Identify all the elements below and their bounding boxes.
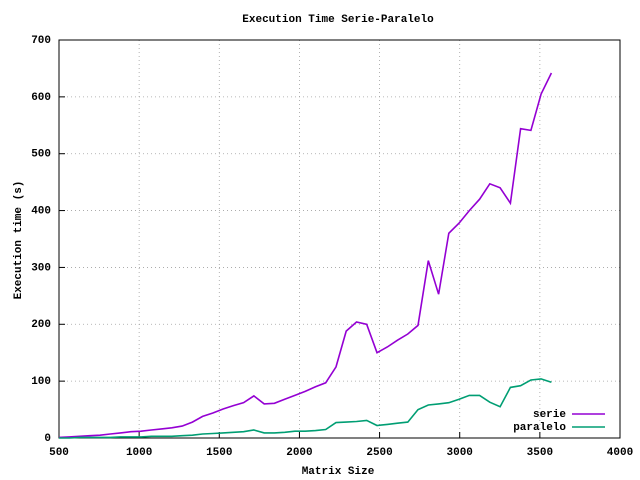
y-tick-label: 0 bbox=[44, 433, 51, 445]
y-tick-label: 500 bbox=[31, 149, 51, 161]
y-tick-label: 400 bbox=[31, 205, 51, 217]
y-tick-label: 600 bbox=[31, 92, 51, 104]
legend-label: serie bbox=[533, 409, 566, 421]
y-tick-label: 100 bbox=[31, 376, 51, 388]
y-tick-label: 700 bbox=[31, 35, 51, 47]
x-tick-label: 1000 bbox=[126, 447, 152, 459]
plot-frame bbox=[58, 39, 621, 439]
y-axis-label: Execution time (s) bbox=[13, 181, 25, 300]
x-tick-label: 2500 bbox=[366, 447, 392, 459]
data-line bbox=[58, 72, 553, 439]
y-tick-label: 200 bbox=[31, 319, 51, 331]
y-tick-label: 300 bbox=[31, 262, 51, 274]
x-tick-label: 3000 bbox=[447, 447, 473, 459]
x-tick-label: 4000 bbox=[607, 447, 633, 459]
x-axis-label: Matrix Size bbox=[302, 466, 375, 478]
legend-label: paralelo bbox=[513, 422, 566, 434]
x-tick-label: 3500 bbox=[527, 447, 553, 459]
chart-title: Execution Time Serie-Paralelo bbox=[242, 14, 434, 26]
x-tick-label: 2000 bbox=[286, 447, 312, 459]
x-tick-label: 500 bbox=[49, 447, 69, 459]
data-line bbox=[59, 378, 552, 439]
x-tick-label: 1500 bbox=[206, 447, 232, 459]
